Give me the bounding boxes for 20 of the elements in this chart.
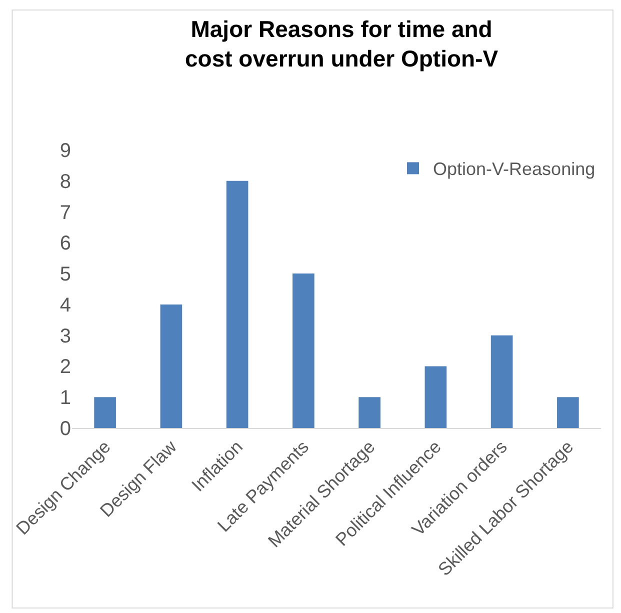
y-tick-label: 8 [60, 170, 71, 193]
bar [94, 397, 116, 428]
bar [292, 274, 314, 428]
bar [557, 397, 579, 428]
y-tick-label: 0 [60, 418, 71, 440]
legend-label: Option-V-Reasoning [433, 159, 596, 180]
y-tick-label: 7 [60, 202, 71, 224]
bar [358, 397, 380, 428]
y-tick-label: 5 [60, 264, 71, 286]
bar [424, 366, 447, 428]
bar [160, 304, 182, 428]
bar [226, 180, 248, 428]
y-tick-label: 2 [60, 356, 71, 378]
chart-title: Major Reasons for time and cost overrun under Option-V [185, 16, 499, 72]
y-tick-label: 3 [60, 325, 71, 348]
y-tick-label: 4 [60, 294, 71, 316]
y-tick-label: 9 [60, 140, 71, 162]
bar [490, 335, 513, 428]
y-tick-label: 1 [60, 387, 71, 410]
y-tick-label: 6 [60, 232, 71, 255]
